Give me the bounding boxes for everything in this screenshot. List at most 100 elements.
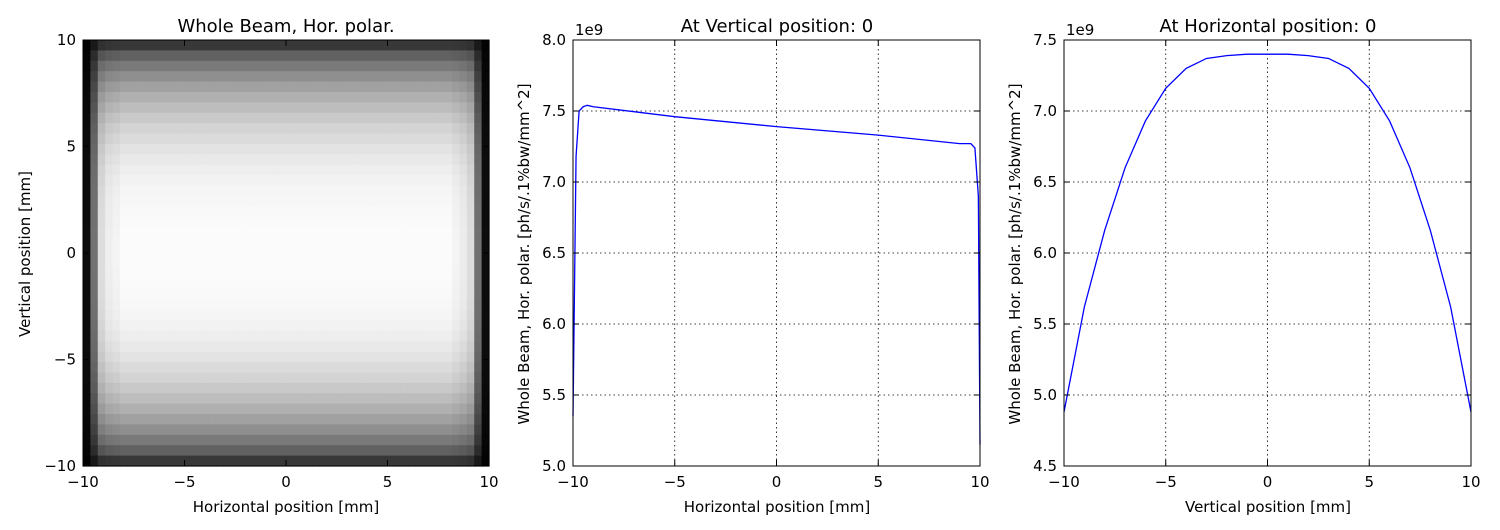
heatmap-cell xyxy=(341,206,350,218)
heatmap-cell xyxy=(459,434,468,446)
heatmap-cell xyxy=(348,195,357,207)
heatmap-cell xyxy=(429,40,438,51)
heatmap-cell xyxy=(274,154,283,166)
heatmap-cell xyxy=(119,445,128,457)
x-tick-label: −5 xyxy=(664,473,686,491)
heatmap-cell xyxy=(356,424,365,436)
heatmap-cell xyxy=(400,393,409,405)
heatmap-cell xyxy=(311,278,320,290)
heatmap-cell xyxy=(304,278,313,290)
heatmap-cell xyxy=(356,60,365,72)
heatmap-cell xyxy=(452,320,461,332)
heatmap-cell xyxy=(267,455,276,467)
heatmap-cell xyxy=(274,91,283,103)
heatmap-cell xyxy=(393,351,402,363)
heatmap-cell xyxy=(429,123,438,135)
heatmap-cell xyxy=(193,164,202,176)
heatmap-cell xyxy=(245,164,254,176)
heatmap-cell xyxy=(178,227,187,239)
heatmap-cell xyxy=(119,455,128,467)
heatmap-cell xyxy=(164,341,173,353)
heatmap-cell xyxy=(178,278,187,290)
heatmap-cell xyxy=(112,206,121,218)
heatmap-cell xyxy=(274,424,283,436)
heatmap-cell xyxy=(105,206,114,218)
heatmap-cell xyxy=(444,445,453,457)
heatmap-cell xyxy=(230,362,239,374)
heatmap-cell xyxy=(289,258,298,270)
heatmap-cell xyxy=(341,164,350,176)
heatmap-cell xyxy=(83,341,91,353)
x-tick-label: 5 xyxy=(873,473,883,491)
heatmap-cell xyxy=(444,393,453,405)
heatmap-cell xyxy=(105,362,114,374)
heatmap-cell xyxy=(142,403,151,415)
heatmap-cell xyxy=(452,445,461,457)
heatmap-cell xyxy=(326,393,335,405)
heatmap-cell xyxy=(289,237,298,249)
heatmap-cell xyxy=(97,154,106,166)
heatmap-cell xyxy=(289,268,298,280)
heatmap-cell xyxy=(127,123,136,135)
heatmap-cell xyxy=(474,278,483,290)
heatmap-cell xyxy=(304,154,313,166)
heatmap-cell xyxy=(267,81,276,93)
heatmap-cell xyxy=(171,258,180,270)
heatmap-cell xyxy=(215,81,224,93)
heatmap-cell xyxy=(319,133,328,145)
heatmap-cell xyxy=(459,330,468,342)
heatmap-cell xyxy=(319,382,328,394)
heatmap-cell xyxy=(178,91,187,103)
heatmap-cell xyxy=(282,81,291,93)
heatmap-cell xyxy=(186,71,195,83)
heatmap-cell xyxy=(341,278,350,290)
heatmap-cell xyxy=(297,175,306,187)
heatmap-cell xyxy=(201,414,210,426)
heatmap-cell xyxy=(178,40,187,51)
heatmap-cell xyxy=(245,133,254,145)
heatmap-cell xyxy=(164,154,173,166)
heatmap-cell xyxy=(274,50,283,62)
heatmap-cell xyxy=(474,455,483,467)
heatmap-cell xyxy=(178,195,187,207)
y-tick-label: 5.0 xyxy=(542,457,566,475)
heatmap-cell xyxy=(282,216,291,228)
x-tick-label: −10 xyxy=(1048,473,1080,491)
heatmap-cell xyxy=(407,154,416,166)
heatmap-cell xyxy=(370,445,379,457)
heatmap-cell xyxy=(142,289,151,301)
heatmap-cell xyxy=(178,372,187,384)
heatmap-cell xyxy=(452,195,461,207)
heatmap-cell xyxy=(149,341,158,353)
heatmap-cell xyxy=(459,40,468,51)
heatmap-cell xyxy=(245,195,254,207)
heatmap-cell xyxy=(164,247,173,259)
heatmap-cell xyxy=(267,403,276,415)
heatmap-cell xyxy=(415,40,424,51)
heatmap-cell xyxy=(83,258,91,270)
heatmap-cell xyxy=(90,434,99,446)
heatmap-cell xyxy=(348,403,357,415)
heatmap-cell xyxy=(378,393,387,405)
heatmap-cell xyxy=(356,310,365,322)
heatmap-cell xyxy=(230,403,239,415)
heatmap-cell xyxy=(142,112,151,124)
heatmap-cell xyxy=(481,164,490,176)
heatmap-cell xyxy=(385,237,394,249)
heatmap-cell xyxy=(149,112,158,124)
heatmap-cell xyxy=(466,434,475,446)
heatmap-cell xyxy=(127,382,136,394)
heatmap-cell xyxy=(407,268,416,280)
heatmap-cell xyxy=(142,247,151,259)
heatmap-cell xyxy=(289,330,298,342)
heatmap-cell xyxy=(393,175,402,187)
heatmap-cell xyxy=(378,143,387,155)
heatmap-cell xyxy=(83,81,91,93)
heatmap-cell xyxy=(274,382,283,394)
heatmap-cell xyxy=(105,414,114,426)
heatmap-cell xyxy=(112,123,121,135)
heatmap-cell xyxy=(319,91,328,103)
heatmap-cell xyxy=(274,71,283,83)
heatmap-cell xyxy=(149,393,158,405)
heatmap-cell xyxy=(400,445,409,457)
